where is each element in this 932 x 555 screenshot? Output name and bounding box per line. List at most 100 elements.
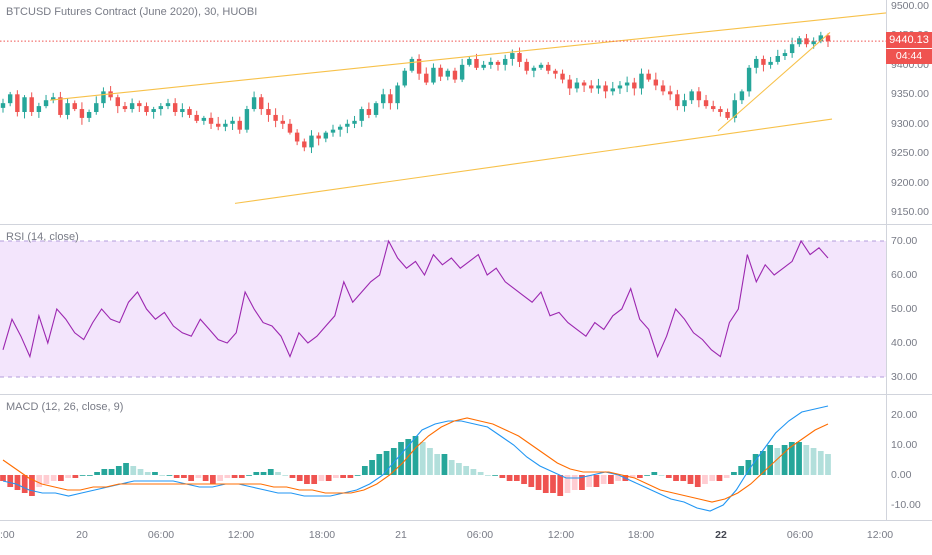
macd-histogram-bar bbox=[260, 472, 267, 475]
macd-histogram-bar bbox=[267, 469, 274, 475]
candle-body bbox=[323, 132, 329, 139]
time-axis-tick: 21 bbox=[395, 529, 407, 541]
candle-body bbox=[337, 126, 343, 130]
macd-histogram-bar bbox=[130, 466, 137, 475]
candle-body bbox=[467, 58, 472, 65]
candle-body bbox=[251, 97, 257, 110]
time-axis-tick: 12:00 bbox=[866, 529, 894, 541]
candle-body bbox=[574, 82, 580, 89]
candle-body bbox=[122, 106, 128, 110]
candle-body bbox=[266, 109, 271, 115]
candle-body bbox=[316, 135, 321, 139]
candle-body bbox=[180, 109, 185, 112]
candle-body bbox=[589, 85, 594, 89]
macd-histogram-bar bbox=[209, 475, 216, 484]
macd-histogram-bar bbox=[152, 472, 158, 475]
candle-body bbox=[459, 64, 465, 80]
candle-body bbox=[65, 103, 70, 115]
macd-histogram-bar bbox=[781, 445, 788, 475]
macd-histogram-bar bbox=[810, 448, 817, 475]
rsi-axis-tick: 40.00 bbox=[891, 337, 918, 349]
macd-histogram-bar bbox=[513, 475, 520, 481]
candle-body bbox=[216, 123, 221, 127]
candle-body bbox=[689, 91, 694, 101]
macd-histogram-bar bbox=[347, 475, 354, 478]
candle-body bbox=[409, 58, 415, 71]
macd-histogram-bar bbox=[608, 475, 614, 484]
pane-divider-1[interactable] bbox=[0, 224, 932, 225]
macd-histogram-bar bbox=[716, 475, 723, 481]
macd-histogram-bar bbox=[687, 475, 694, 484]
candle-body bbox=[287, 123, 293, 133]
candle-body bbox=[280, 120, 285, 124]
candle-body bbox=[395, 85, 400, 104]
macd-histogram-bar bbox=[282, 475, 289, 476]
macd-histogram-bar bbox=[615, 475, 622, 481]
time-axis-tick: 12:00 bbox=[227, 529, 255, 541]
macd-histogram-bar bbox=[658, 475, 665, 476]
candle-body bbox=[825, 35, 831, 42]
macd-histogram-bar bbox=[579, 475, 585, 490]
macd-axis-tick: 20.00 bbox=[891, 409, 918, 421]
macd-histogram-bar bbox=[79, 475, 86, 476]
candle-body bbox=[488, 61, 494, 65]
time-axis-tick: 06:00 bbox=[786, 529, 814, 541]
macd-histogram-bar bbox=[202, 475, 209, 481]
candle-body bbox=[345, 123, 350, 127]
macd-histogram-bar bbox=[195, 475, 202, 478]
candle-body bbox=[782, 53, 788, 56]
macd-histogram-bar bbox=[731, 472, 737, 475]
macd-histogram-bar bbox=[21, 475, 28, 493]
trendline bbox=[234, 118, 833, 204]
candle-body bbox=[789, 44, 795, 54]
candle-body bbox=[495, 61, 501, 65]
candle-body bbox=[711, 106, 716, 110]
macd-axis-tick: 10.00 bbox=[891, 439, 918, 451]
macd-histogram-bar bbox=[521, 475, 527, 484]
macd-histogram-bar bbox=[29, 475, 35, 496]
price-axis-tick: 9500.00 bbox=[891, 0, 929, 12]
macd-histogram-bar bbox=[636, 475, 643, 478]
candle-body bbox=[761, 58, 766, 65]
candle-body bbox=[302, 141, 307, 148]
candle-body bbox=[158, 106, 164, 110]
candle-body bbox=[101, 91, 106, 104]
macd-histogram-bar bbox=[173, 475, 180, 478]
candle-body bbox=[194, 114, 199, 121]
candle-body bbox=[0, 103, 6, 108]
macd-histogram-bar bbox=[108, 469, 115, 475]
candle-body bbox=[172, 103, 178, 112]
candle-body bbox=[208, 117, 214, 124]
macd-histogram-bar bbox=[470, 469, 477, 475]
candle-body bbox=[359, 109, 364, 121]
candle-body bbox=[732, 100, 737, 118]
pane-divider-2[interactable] bbox=[0, 394, 932, 395]
candle-body bbox=[517, 53, 522, 62]
candle-body bbox=[603, 85, 608, 92]
macd-histogram-bar bbox=[644, 475, 650, 476]
macd-histogram-bar bbox=[0, 475, 6, 481]
candle-body bbox=[675, 94, 680, 107]
macd-histogram-bar bbox=[159, 475, 166, 476]
candle-body bbox=[811, 41, 816, 45]
macd-histogram-bar bbox=[484, 475, 491, 476]
candle-body bbox=[560, 73, 565, 80]
macd-histogram-bar bbox=[181, 475, 187, 478]
macd-histogram-bar bbox=[72, 475, 79, 478]
candle-body bbox=[696, 91, 702, 101]
macd-histogram-bar bbox=[759, 451, 766, 475]
time-axis-tick: 22 bbox=[715, 529, 727, 541]
candle-body bbox=[402, 70, 407, 86]
macd-histogram-bar bbox=[137, 469, 144, 475]
candle-body bbox=[43, 100, 49, 107]
macd-histogram-bar bbox=[745, 460, 752, 475]
macd-histogram-bar bbox=[369, 460, 375, 475]
macd-histogram-bar bbox=[680, 475, 687, 481]
candle-body bbox=[58, 97, 63, 115]
macd-histogram-bar bbox=[238, 475, 245, 478]
time-axis-tick: 18:00 bbox=[627, 529, 655, 541]
macd-histogram-bar bbox=[188, 475, 195, 481]
candle-body bbox=[546, 64, 551, 71]
